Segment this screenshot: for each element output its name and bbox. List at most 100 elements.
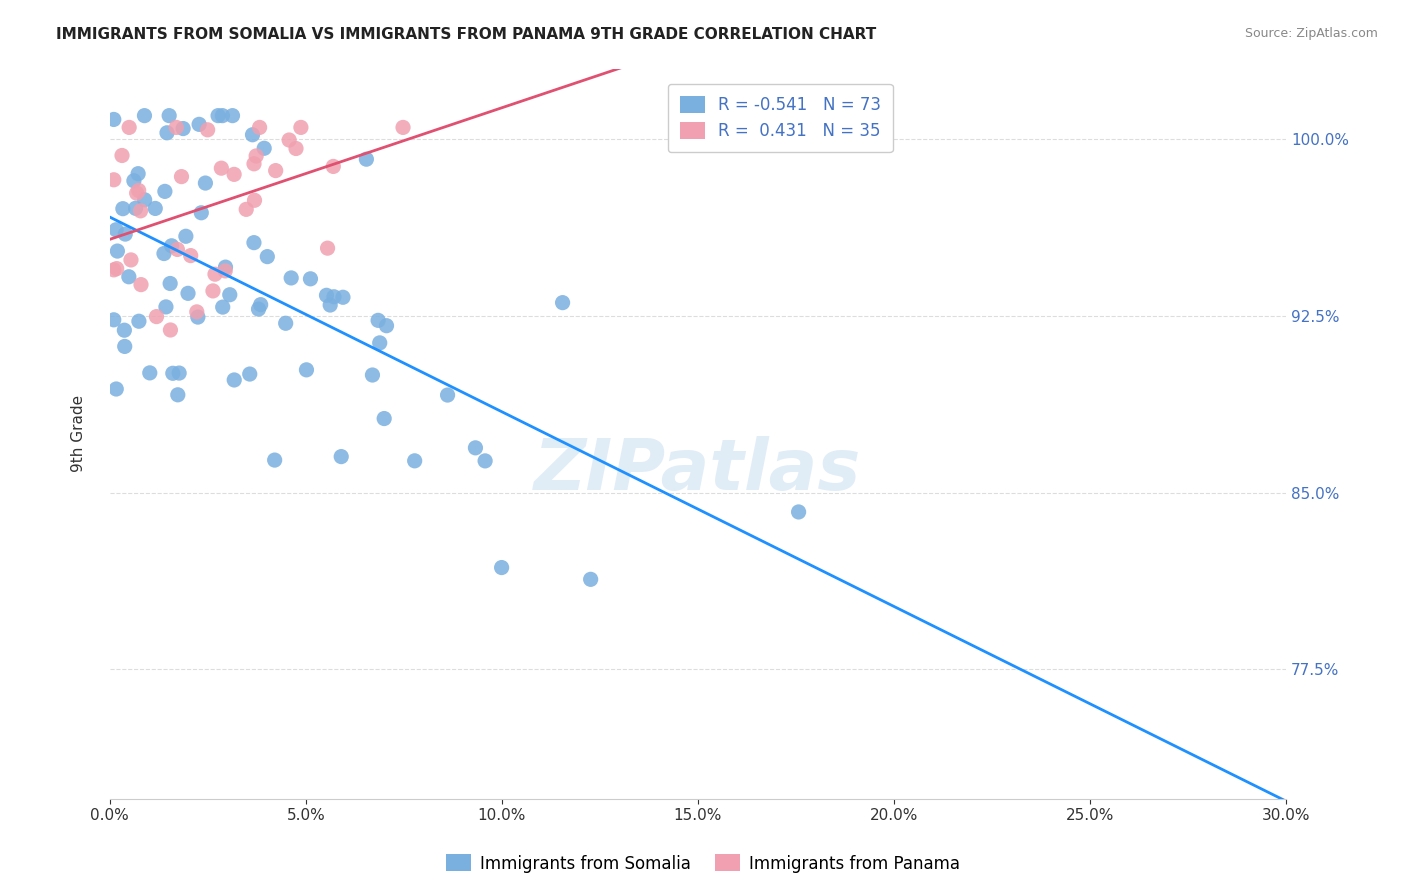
Immigrants from Somalia: [356, 152, 378, 166]
Immigrants from Somalia: [188, 117, 211, 131]
Immigrants from Somalia: [105, 382, 128, 396]
Text: ZIPatlas: ZIPatlas: [534, 435, 862, 505]
Immigrants from Somalia: [187, 310, 209, 324]
Immigrants from Somalia: [491, 560, 513, 574]
Immigrants from Panama: [264, 163, 287, 178]
Immigrants from Somalia: [153, 185, 176, 199]
Immigrants from Somalia: [464, 441, 486, 455]
Immigrants from Somalia: [118, 269, 141, 284]
Immigrants from Somalia: [139, 366, 162, 380]
Immigrants from Panama: [243, 157, 266, 171]
Immigrants from Panama: [204, 267, 226, 281]
Immigrants from Panama: [129, 203, 152, 218]
Immigrants from Panama: [224, 167, 246, 181]
Immigrants from Somalia: [157, 109, 180, 123]
Immigrants from Panama: [120, 252, 142, 267]
Immigrants from Somalia: [242, 128, 264, 142]
Immigrants from Somalia: [112, 323, 135, 337]
Immigrants from Panama: [166, 243, 188, 257]
Immigrants from Somalia: [122, 174, 145, 188]
Immigrants from Panama: [290, 120, 312, 135]
Immigrants from Somalia: [787, 505, 810, 519]
Immigrants from Somalia: [330, 450, 353, 464]
Text: IMMIGRANTS FROM SOMALIA VS IMMIGRANTS FROM PANAMA 9TH GRADE CORRELATION CHART: IMMIGRANTS FROM SOMALIA VS IMMIGRANTS FR…: [56, 27, 876, 42]
Immigrants from Somalia: [375, 318, 398, 333]
Immigrants from Panama: [180, 249, 202, 263]
Immigrants from Panama: [103, 173, 125, 187]
Immigrants from Panama: [214, 264, 236, 278]
Immigrants from Somalia: [134, 193, 156, 207]
Immigrants from Somalia: [159, 277, 181, 291]
Immigrants from Somalia: [166, 388, 188, 402]
Immigrants from Panama: [316, 241, 339, 255]
Immigrants from Somalia: [207, 109, 229, 123]
Immigrants from Somalia: [579, 572, 602, 586]
Immigrants from Somalia: [155, 300, 177, 314]
Immigrants from Panama: [159, 323, 181, 337]
Immigrants from Somalia: [103, 313, 125, 327]
Immigrants from Somalia: [134, 109, 156, 123]
Immigrants from Somalia: [319, 298, 342, 312]
Immigrants from Somalia: [474, 454, 496, 468]
Immigrants from Somalia: [114, 227, 136, 241]
Immigrants from Somalia: [127, 167, 149, 181]
Immigrants from Panama: [186, 305, 208, 319]
Immigrants from Somalia: [243, 235, 266, 250]
Immigrants from Panama: [235, 202, 257, 217]
Immigrants from Somalia: [404, 454, 426, 468]
Immigrants from Panama: [125, 186, 148, 200]
Immigrants from Somalia: [315, 288, 337, 302]
Immigrants from Somalia: [224, 373, 246, 387]
Immigrants from Somalia: [367, 313, 389, 327]
Immigrants from Panama: [111, 148, 134, 162]
Immigrants from Panama: [145, 310, 167, 324]
Immigrants from Somalia: [249, 298, 271, 312]
Immigrants from Somalia: [247, 301, 270, 316]
Immigrants from Somalia: [153, 246, 176, 260]
Text: Source: ZipAtlas.com: Source: ZipAtlas.com: [1244, 27, 1378, 40]
Legend: Immigrants from Somalia, Immigrants from Panama: Immigrants from Somalia, Immigrants from…: [440, 847, 966, 880]
Immigrants from Somalia: [105, 223, 128, 237]
Immigrants from Somalia: [190, 206, 212, 220]
Immigrants from Somalia: [211, 300, 233, 314]
Immigrants from Somalia: [299, 272, 322, 286]
Immigrants from Somalia: [332, 290, 354, 304]
Immigrants from Somalia: [221, 109, 243, 123]
Immigrants from Panama: [201, 284, 224, 298]
Immigrants from Somalia: [167, 366, 190, 380]
Legend: R = -0.541   N = 73, R =  0.431   N = 35: R = -0.541 N = 73, R = 0.431 N = 35: [668, 84, 893, 153]
Immigrants from Panama: [118, 120, 141, 135]
Immigrants from Somalia: [256, 250, 278, 264]
Immigrants from Somalia: [368, 335, 391, 350]
Immigrants from Panama: [285, 141, 308, 155]
Immigrants from Somalia: [103, 112, 125, 127]
Immigrants from Somalia: [373, 411, 395, 425]
Immigrants from Somalia: [156, 126, 179, 140]
Immigrants from Panama: [392, 120, 415, 135]
Immigrants from Panama: [129, 277, 152, 292]
Immigrants from Panama: [170, 169, 193, 184]
Immigrants from Somalia: [280, 271, 302, 285]
Immigrants from Somalia: [361, 368, 384, 382]
Immigrants from Panama: [165, 120, 187, 135]
Immigrants from Somalia: [143, 202, 166, 216]
Immigrants from Somalia: [263, 453, 285, 467]
Immigrants from Somalia: [211, 109, 233, 123]
Immigrants from Somalia: [105, 244, 128, 258]
Immigrants from Somalia: [124, 202, 146, 216]
Immigrants from Somalia: [218, 287, 240, 301]
Immigrants from Somalia: [177, 286, 200, 301]
Immigrants from Somalia: [551, 295, 574, 310]
Immigrants from Panama: [103, 263, 125, 277]
Immigrants from Panama: [105, 261, 128, 276]
Immigrants from Somalia: [114, 339, 136, 353]
Immigrants from Somalia: [239, 367, 262, 381]
Immigrants from Panama: [245, 149, 267, 163]
Immigrants from Somalia: [160, 239, 183, 253]
Immigrants from Somalia: [128, 314, 150, 328]
Immigrants from Somalia: [162, 366, 184, 380]
Immigrants from Somalia: [111, 202, 134, 216]
Immigrants from Somalia: [194, 176, 217, 190]
Immigrants from Somalia: [174, 229, 197, 244]
Immigrants from Somalia: [274, 316, 297, 330]
